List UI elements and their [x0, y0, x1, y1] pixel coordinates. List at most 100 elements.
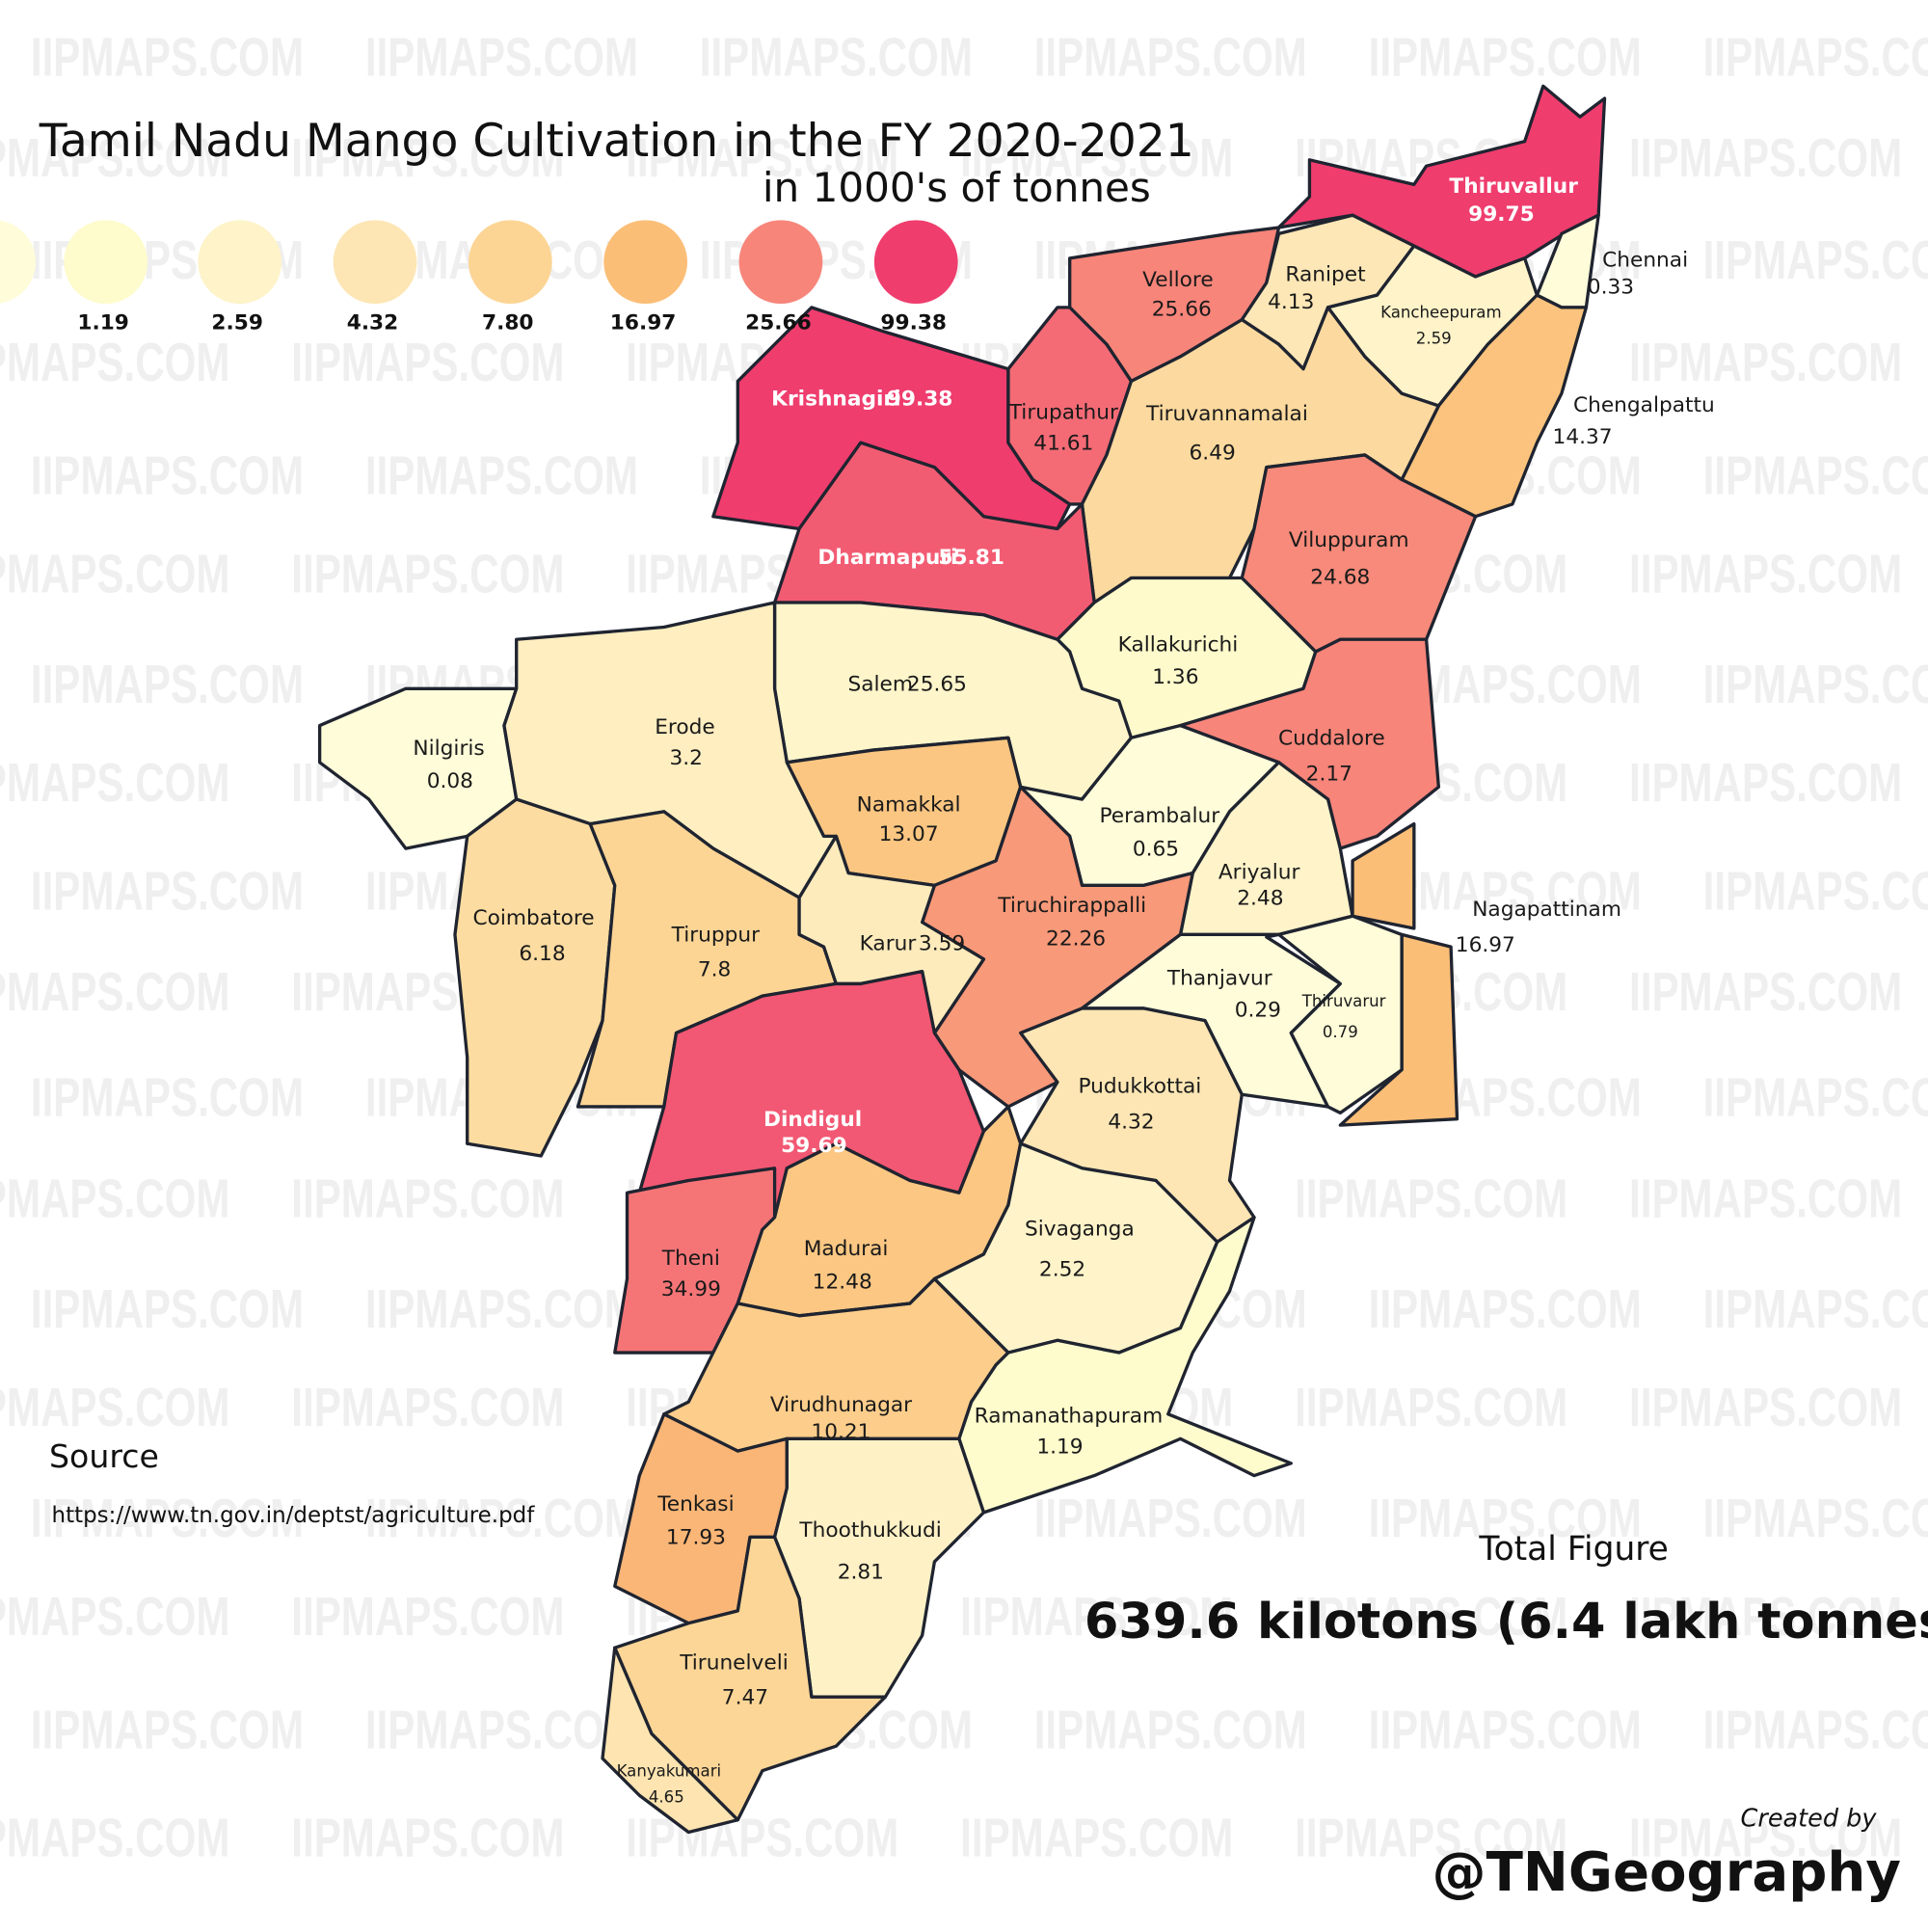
- watermark: IIPMAPS.COM: [1629, 1586, 1902, 1647]
- legend-label: 7.80: [482, 310, 533, 335]
- watermark: IIPMAPS.COM: [1034, 1699, 1307, 1759]
- watermark: IIPMAPS.COM: [1369, 27, 1642, 88]
- district-value: 3.2: [670, 746, 703, 770]
- watermark: IIPMAPS.COM: [1703, 27, 1928, 88]
- district-value: 0.65: [1133, 837, 1179, 861]
- legend-swatch: [0, 220, 36, 304]
- watermark: IIPMAPS.COM: [1703, 860, 1928, 921]
- watermark: IIPMAPS.COM: [31, 860, 304, 921]
- watermark: IIPMAPS.COM: [1703, 229, 1928, 290]
- district-name: Coimbatore: [473, 906, 595, 930]
- district-value: 0.79: [1323, 1023, 1358, 1041]
- watermark: IIPMAPS.COM: [960, 1586, 1233, 1647]
- watermark: IIPMAPS.COM: [0, 332, 230, 392]
- watermark: IIPMAPS.COM: [1629, 332, 1902, 392]
- watermark: IIPMAPS.COM: [1369, 1699, 1642, 1759]
- district-value: 14.37: [1553, 425, 1613, 449]
- watermark: IIPMAPS.COM: [365, 444, 638, 505]
- watermark: IIPMAPS.COM: [1703, 1067, 1928, 1128]
- district-value: 6.18: [519, 942, 565, 966]
- district-name: Ariyalur: [1218, 861, 1300, 885]
- watermark: IIPMAPS.COM: [31, 1699, 304, 1759]
- watermark: IIPMAPS.COM: [1629, 1808, 1902, 1868]
- legend-label: 1.19: [77, 310, 128, 335]
- district-name: Karur: [860, 932, 917, 956]
- watermark: IIPMAPS.COM: [0, 1377, 230, 1437]
- watermark: IIPMAPS.COM: [1295, 1167, 1567, 1228]
- district-value: 1.36: [1152, 665, 1198, 689]
- legend: 1.19 2.59 4.32 7.80 16.97 25.66 99.38: [0, 220, 958, 335]
- district-name: Viluppuram: [1289, 528, 1409, 552]
- legend-swatch: [603, 220, 688, 305]
- district-name: Kanyakumari: [617, 1762, 722, 1781]
- district-name: Tiruppur: [671, 924, 760, 948]
- watermark: IIPMAPS.COM: [1703, 444, 1928, 505]
- legend-swatch: [64, 220, 148, 305]
- district: [601, 1646, 739, 1835]
- watermark: IIPMAPS.COM: [0, 752, 230, 813]
- watermark: IIPMAPS.COM: [291, 127, 564, 188]
- credit-handle: @TNGeography: [1433, 1841, 1901, 1904]
- district-value: 6.49: [1190, 442, 1236, 466]
- label-layer: Thiruvallur 99.75 Chennai 0.33 Vellore 25.66 R…: [413, 174, 1714, 1806]
- watermark: IIPMAPS.COM: [1629, 752, 1902, 813]
- district-name: Thoothukkudi: [798, 1518, 941, 1543]
- watermark: IIPMAPS.COM: [700, 27, 973, 88]
- watermark: IIPMAPS.COM: [1629, 543, 1902, 604]
- district-value: 7.8: [698, 957, 731, 981]
- watermark: IIPMAPS.COM: [365, 27, 638, 88]
- watermark: IIPMAPS.COM: [0, 1586, 230, 1647]
- district: [453, 797, 617, 1158]
- district-name: Pudukkottai: [1078, 1075, 1201, 1099]
- district-value: 1.19: [1036, 1435, 1083, 1459]
- watermark: IIPMAPS.COM: [31, 654, 304, 714]
- district-name: Tiruvannamalai: [1145, 402, 1308, 426]
- district-value: 41.61: [1033, 431, 1093, 455]
- district-value: 10.21: [811, 1420, 870, 1444]
- district-value: 2.81: [838, 1560, 884, 1584]
- watermark: IIPMAPS.COM: [960, 1808, 1233, 1868]
- district-value: 59.69: [781, 1134, 847, 1158]
- watermark: IIPMAPS.COM: [0, 543, 230, 604]
- district-value: 7.47: [722, 1685, 768, 1709]
- district-name: Chennai: [1602, 248, 1688, 272]
- watermark: IIPMAPS.COM: [1703, 1278, 1928, 1339]
- district-value: 2.59: [1416, 330, 1452, 348]
- source-url: https://www.tn.gov.in/deptst/agriculture…: [52, 1503, 536, 1528]
- district-value: 0.33: [1588, 275, 1634, 299]
- district-name: Tirupathur: [1008, 401, 1118, 425]
- watermark: IIPMAPS.COM: [291, 1167, 564, 1228]
- district-name: Vellore: [1142, 268, 1214, 292]
- total-label: Total Figure: [1478, 1530, 1668, 1569]
- watermark: IIPMAPS.COM: [31, 1488, 304, 1548]
- district-layer: [317, 84, 1607, 1835]
- watermark: IIPMAPS.COM: [1295, 1808, 1567, 1868]
- district-value: 13.07: [879, 822, 939, 846]
- watermark: IIPMAPS.COM: [0, 1808, 230, 1868]
- legend-swatch: [873, 220, 958, 305]
- watermark: IIPMAPS.COM: [1703, 1488, 1928, 1548]
- district-name: Salem: [848, 672, 914, 696]
- legend-label: 2.59: [211, 310, 262, 335]
- district-name: Thiruvarur: [1301, 992, 1386, 1010]
- watermark: IIPMAPS.COM: [1295, 1586, 1567, 1647]
- watermark: IIPMAPS.COM: [1629, 127, 1902, 188]
- district-value: 16.97: [1456, 933, 1515, 957]
- watermark: IIPMAPS.COM: [365, 1278, 638, 1339]
- subtitle: in 1000's of tonnes: [763, 164, 1151, 211]
- watermark: IIPMAPS.COM: [1369, 1488, 1642, 1548]
- watermark: IIPMAPS.COM: [1034, 1488, 1307, 1548]
- watermark: IIPMAPS.COM: [1703, 1699, 1928, 1759]
- district-value: 24.68: [1310, 565, 1370, 589]
- district: [1006, 306, 1134, 506]
- district-name: Tenkasi: [656, 1492, 734, 1516]
- watermark: IIPMAPS.COM: [1034, 27, 1307, 88]
- district-name: Thiruvallur: [1449, 174, 1578, 199]
- district-name: Tirunelveli: [679, 1651, 789, 1676]
- district-value: 99.38: [887, 388, 953, 412]
- district-name: Ranipet: [1285, 263, 1365, 287]
- watermark: IIPMAPS.COM: [960, 127, 1233, 188]
- watermark: IIPMAPS.COM: [1629, 1377, 1902, 1437]
- legend-swatch: [738, 220, 823, 305]
- watermark: IIPMAPS.COM: [31, 1067, 304, 1128]
